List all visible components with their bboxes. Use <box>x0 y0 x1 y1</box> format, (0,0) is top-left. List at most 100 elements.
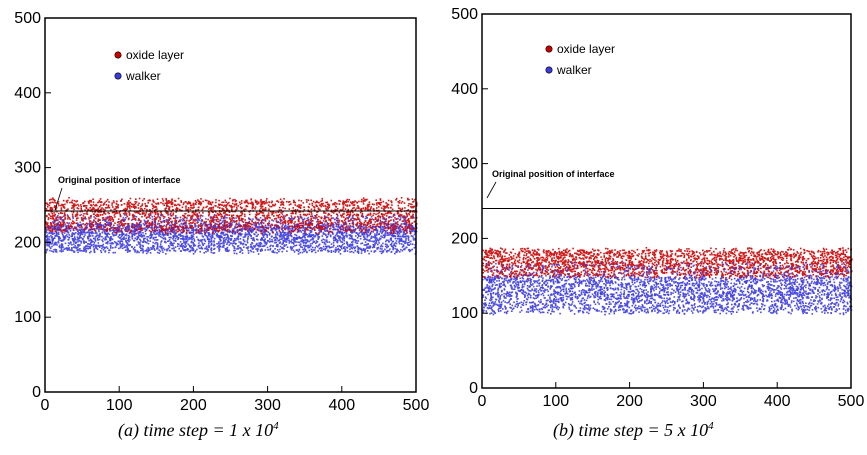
scatter-point <box>313 228 316 230</box>
scatter-point <box>184 241 186 244</box>
scatter-point <box>170 211 172 213</box>
scatter-point <box>198 206 200 209</box>
scatter-point <box>212 206 215 209</box>
scatter-point <box>211 219 213 222</box>
scatter-point <box>140 205 142 208</box>
scatter-point <box>217 206 219 208</box>
scatter-point <box>218 228 221 230</box>
scatter-point <box>191 249 193 252</box>
scatter-point <box>294 239 296 242</box>
scatter-point <box>80 217 83 219</box>
scatter-point <box>399 240 402 242</box>
scatter-point <box>158 232 161 235</box>
scatter-point <box>412 206 415 209</box>
scatter-point <box>342 204 345 206</box>
scatter-point <box>52 251 55 253</box>
scatter-point <box>132 203 134 206</box>
scatter-point <box>276 234 279 236</box>
scatter-point <box>177 245 179 247</box>
scatter-point <box>65 225 67 227</box>
scatter-point <box>90 244 93 247</box>
scatter-point <box>242 221 245 223</box>
scatter-point <box>332 228 334 231</box>
scatter-point <box>359 235 362 237</box>
scatter-point <box>100 201 103 204</box>
scatter-point <box>97 223 99 225</box>
scatter-point <box>276 252 278 254</box>
scatter-point <box>182 226 184 229</box>
scatter-point <box>184 249 186 252</box>
scatter-point <box>218 211 221 213</box>
scatter-point <box>156 243 159 245</box>
scatter-point <box>352 246 355 249</box>
scatter-point <box>372 214 374 217</box>
scatter-point <box>141 244 144 247</box>
scatter-point <box>320 239 323 242</box>
scatter-point <box>364 223 366 226</box>
scatter-point <box>289 225 292 228</box>
scatter-point <box>194 222 196 225</box>
scatter-point <box>253 245 255 247</box>
scatter-point <box>76 236 79 238</box>
scatter-point <box>251 229 253 232</box>
scatter-point <box>321 199 323 202</box>
scatter-point <box>167 245 170 247</box>
scatter-point <box>244 228 247 231</box>
scatter-point <box>361 242 364 244</box>
scatter-point <box>118 237 121 239</box>
scatter-point <box>349 243 352 246</box>
scatter-point <box>158 226 161 228</box>
scatter-point <box>327 206 329 208</box>
scatter-point <box>404 247 406 250</box>
scatter-point <box>346 236 348 238</box>
scatter-point <box>114 231 116 234</box>
scatter-point <box>187 211 190 214</box>
scatter-point <box>153 248 155 250</box>
scatter-point <box>188 222 191 225</box>
scatter-point <box>46 223 49 225</box>
scatter-point <box>61 203 63 206</box>
scatter-point <box>212 211 214 213</box>
scatter-point <box>61 232 63 235</box>
scatter-point <box>329 228 331 230</box>
scatter-point <box>51 230 54 232</box>
scatter-point <box>298 199 300 202</box>
scatter-point <box>68 196 70 199</box>
scatter-point <box>62 238 65 241</box>
scatter-point <box>394 232 397 234</box>
scatter-point <box>175 211 177 213</box>
scatter-point <box>354 200 356 203</box>
scatter-point <box>240 214 243 217</box>
scatter-point <box>405 233 407 235</box>
scatter-point <box>197 232 200 234</box>
scatter-point <box>382 230 384 232</box>
scatter-point <box>261 248 263 250</box>
scatter-point <box>140 207 142 210</box>
scatter-point <box>86 212 88 214</box>
scatter-point <box>296 209 299 211</box>
scatter-point <box>213 248 215 250</box>
scatter-point <box>196 248 198 251</box>
scatter-point <box>330 246 333 249</box>
scatter-point <box>206 205 208 208</box>
scatter-point <box>80 242 82 244</box>
scatter-point <box>190 246 192 249</box>
scatter-point <box>405 220 407 223</box>
scatter-point <box>237 247 240 250</box>
scatter-point <box>99 206 101 208</box>
scatter-point <box>182 235 184 237</box>
scatter-point <box>160 233 162 236</box>
scatter-point <box>126 225 128 228</box>
scatter-point <box>351 247 354 250</box>
scatter-point <box>80 224 83 227</box>
scatter-point <box>277 240 279 242</box>
scatter-point <box>98 229 100 231</box>
scatter-point <box>88 232 91 235</box>
scatter-point <box>264 217 266 219</box>
scatter-point <box>390 239 392 242</box>
scatter-point <box>187 208 190 211</box>
scatter-point <box>260 211 263 214</box>
scatter-point <box>336 208 339 210</box>
scatter-point <box>401 228 404 231</box>
scatter-point <box>47 203 49 206</box>
